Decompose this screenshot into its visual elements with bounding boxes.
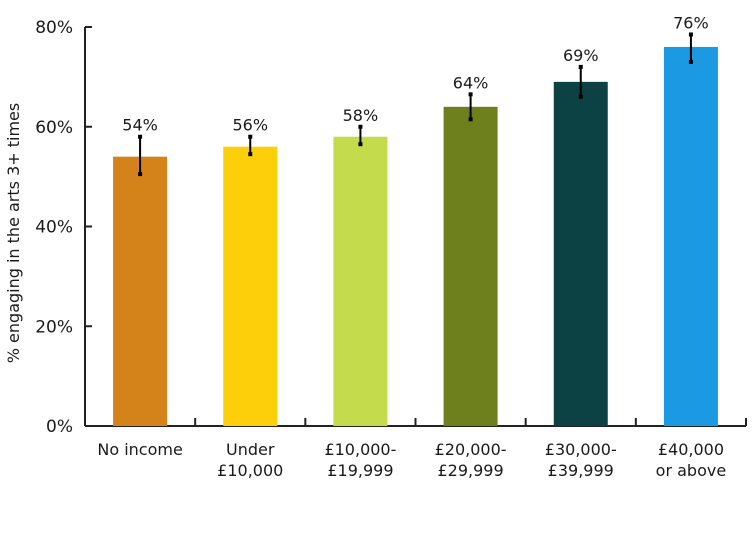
error-bar-cap	[688, 59, 693, 64]
labels-group: 54% No income 56% Under £10,000 58% £10,000- £1…	[97, 13, 726, 480]
data-label: 76%	[673, 13, 709, 32]
error-bar-cap	[358, 124, 363, 129]
x-tick-label: £29,999	[437, 461, 503, 480]
x-tick-label: £10,000	[217, 461, 283, 480]
error-bar-cap	[358, 142, 363, 147]
error-bar-cap	[468, 92, 473, 97]
y-tick-label: 40%	[35, 218, 73, 238]
data-label: 64%	[453, 73, 489, 92]
y-tick-label: 60%	[35, 118, 73, 138]
x-axis	[85, 418, 747, 427]
error-bar-cap	[138, 172, 143, 177]
y-tick-label: 0%	[46, 417, 73, 437]
error-bar-cap	[688, 32, 693, 37]
x-tick-label: £39,999	[548, 461, 614, 480]
data-label: 69%	[563, 46, 599, 65]
y-axis-label: % engaging in the arts 3+ times	[4, 103, 23, 363]
x-tick-label: £30,000-	[545, 440, 617, 459]
x-tick-label: Under	[226, 440, 275, 459]
error-bar-cap	[248, 152, 253, 157]
y-axis: 0% 20% 40% 60% 80%	[35, 18, 92, 437]
y-tick-label: 80%	[35, 18, 73, 38]
x-tick-label: £40,000	[658, 440, 724, 459]
error-bar-cap	[138, 134, 143, 139]
bar	[663, 46, 718, 426]
x-tick-label: £10,000-	[324, 440, 396, 459]
error-bar-cap	[468, 117, 473, 122]
error-bar-cap	[578, 64, 583, 69]
x-tick-label: £19,999	[327, 461, 393, 480]
error-bar-cap	[578, 94, 583, 99]
bar	[553, 81, 608, 427]
bar	[223, 146, 278, 426]
bar	[333, 136, 388, 426]
error-bar-cap	[248, 134, 253, 139]
bar	[443, 106, 498, 427]
x-tick-label: or above	[656, 461, 727, 480]
y-tick-label: 20%	[35, 317, 73, 337]
data-label: 58%	[343, 106, 379, 125]
data-label: 54%	[122, 116, 158, 135]
data-label: 56%	[232, 116, 268, 135]
bars-group	[113, 32, 718, 427]
bar	[113, 156, 168, 427]
x-tick-label: No income	[97, 440, 182, 459]
x-tick-label: £20,000-	[435, 440, 507, 459]
